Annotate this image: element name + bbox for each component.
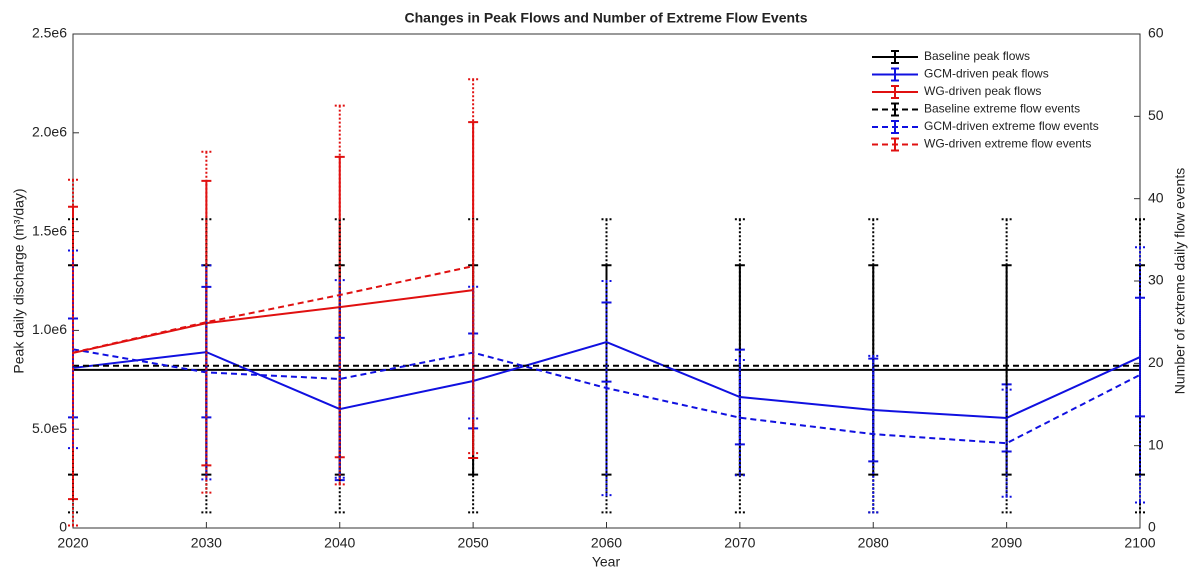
error-bar bbox=[201, 150, 212, 494]
legend-label: GCM-driven peak flows bbox=[924, 67, 1049, 81]
x-tick-label: 2020 bbox=[57, 535, 88, 551]
x-tick-label: 2070 bbox=[724, 535, 755, 551]
series-line bbox=[72, 348, 1141, 445]
y-tick-label: 1.5e6 bbox=[32, 222, 67, 238]
y2-tick-label: 0 bbox=[1148, 519, 1156, 535]
legend-label: WG-driven extreme flow events bbox=[924, 137, 1091, 151]
y-tick-label: 5.0e5 bbox=[32, 420, 67, 436]
legend-label: Baseline extreme flow events bbox=[924, 102, 1080, 116]
error-bar bbox=[734, 218, 745, 514]
x-tick-label: 2030 bbox=[191, 535, 222, 551]
y2-tick-label: 40 bbox=[1148, 189, 1164, 205]
y2-axis-label: Number of extreme daily flow events bbox=[1172, 168, 1188, 394]
error-bar bbox=[1001, 388, 1012, 498]
error-bar bbox=[468, 78, 479, 455]
error-bar bbox=[734, 359, 745, 477]
legend-label: GCM-driven extreme flow events bbox=[924, 119, 1099, 133]
x-tick-label: 2100 bbox=[1124, 535, 1155, 551]
legend-swatch-bar bbox=[891, 85, 899, 99]
y-tick-label: 2.0e6 bbox=[32, 124, 67, 140]
error-bar bbox=[601, 280, 612, 497]
x-tick-label: 2060 bbox=[591, 535, 622, 551]
y2-tick-label: 20 bbox=[1148, 354, 1164, 370]
y2-tick-label: 10 bbox=[1148, 436, 1164, 452]
y2-tick-label: 60 bbox=[1148, 25, 1164, 41]
error-bar bbox=[1135, 246, 1145, 504]
legend-swatch-bar bbox=[891, 120, 899, 134]
y-tick-label: 2.5e6 bbox=[32, 25, 67, 41]
error-bar bbox=[868, 354, 879, 514]
y-tick-label: 1.0e6 bbox=[32, 321, 67, 337]
x-tick-label: 2090 bbox=[991, 535, 1022, 551]
error-bar bbox=[601, 218, 612, 514]
legend-swatch-bar bbox=[891, 67, 899, 82]
x-axis-label: Year bbox=[592, 554, 621, 569]
chart-title: Changes in Peak Flows and Number of Extr… bbox=[405, 10, 808, 26]
legend-swatch-bar bbox=[891, 50, 899, 64]
y-axis-label: Peak daily discharge (m³/day) bbox=[11, 188, 27, 373]
legend-swatch-bar bbox=[891, 102, 899, 117]
legend-label: WG-driven peak flows bbox=[924, 84, 1041, 98]
legend-swatch-bar bbox=[891, 137, 899, 152]
x-tick-label: 2050 bbox=[458, 535, 489, 551]
y2-tick-label: 30 bbox=[1148, 272, 1164, 288]
legend-label: Baseline peak flows bbox=[924, 49, 1030, 63]
x-tick-label: 2080 bbox=[858, 535, 889, 551]
series-line bbox=[72, 289, 474, 354]
y-tick-label: 0 bbox=[59, 519, 67, 535]
x-tick-label: 2040 bbox=[324, 535, 355, 551]
y2-tick-label: 50 bbox=[1148, 107, 1164, 123]
series-line bbox=[72, 265, 474, 354]
